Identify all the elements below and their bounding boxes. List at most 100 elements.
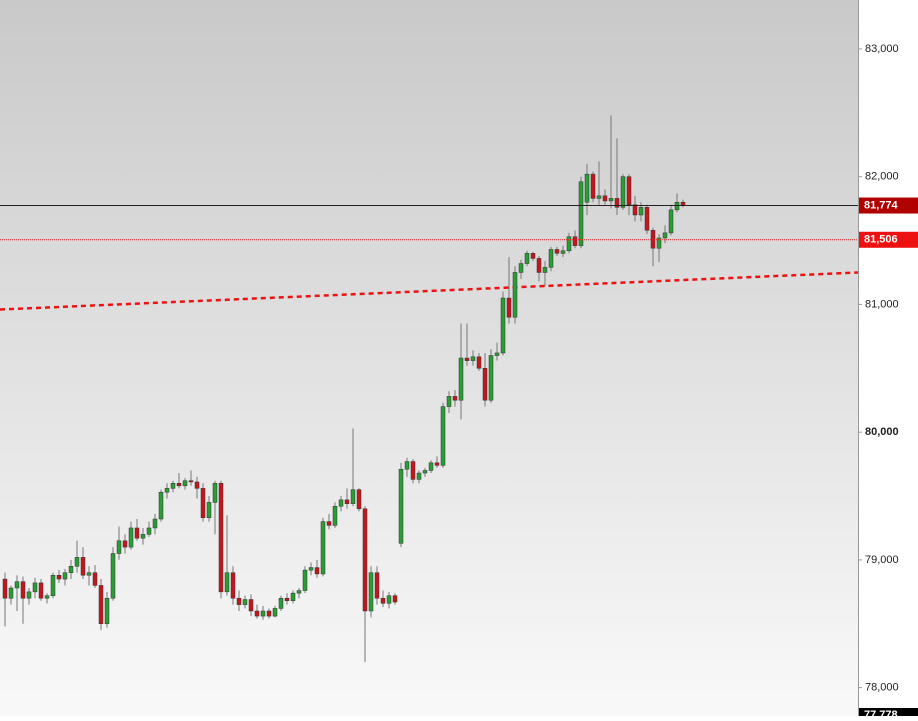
candle-body	[554, 249, 560, 254]
candle-body	[332, 505, 338, 526]
candle-body	[140, 534, 146, 539]
candle-body	[470, 356, 476, 361]
candle-body	[86, 572, 92, 576]
price-label-box	[859, 197, 918, 214]
candle-body	[188, 480, 194, 483]
candle-body	[38, 582, 44, 599]
bottom-label-box	[859, 708, 918, 716]
y-tick-label: 81,000	[865, 298, 899, 310]
candle-body	[608, 198, 614, 202]
candle-body	[182, 480, 188, 487]
price-label-box	[859, 231, 918, 248]
candle-body	[662, 232, 668, 239]
candle-body	[626, 176, 632, 206]
candle-body	[596, 195, 602, 199]
candle-body	[644, 207, 650, 231]
candle-body	[158, 491, 164, 520]
candle-body	[656, 237, 662, 249]
candle-body	[674, 201, 680, 211]
candle-body	[512, 272, 518, 318]
candle-body	[206, 502, 212, 518]
candle-body	[176, 483, 182, 487]
candle-body	[302, 569, 308, 591]
candle-body	[236, 597, 242, 605]
candle-body	[338, 499, 344, 507]
candle-body	[218, 483, 224, 593]
candle-body	[80, 557, 86, 576]
candle-body	[308, 567, 314, 571]
y-tick-label: 83,000	[865, 43, 899, 55]
candle-body	[434, 462, 440, 466]
candle-body	[26, 591, 32, 599]
candle-body	[446, 396, 452, 407]
candle-body	[530, 253, 536, 259]
candle-body	[50, 574, 56, 596]
candle-body	[98, 585, 104, 625]
candle-body	[650, 230, 656, 249]
candle-body	[284, 597, 290, 602]
price-label: 81,774	[864, 199, 899, 211]
candle-body	[542, 267, 548, 273]
candle-body	[494, 352, 500, 356]
candle-body	[524, 253, 530, 264]
candle-body	[452, 396, 458, 401]
candle-body	[278, 597, 284, 609]
candle-body	[404, 461, 410, 470]
candle-body	[116, 540, 122, 554]
candle-body	[632, 204, 638, 216]
candle-body	[68, 566, 74, 573]
candle-body	[620, 176, 626, 208]
candle-body	[122, 540, 128, 548]
candle-body	[266, 610, 272, 617]
candle-body	[152, 518, 158, 529]
candle-body	[464, 357, 470, 361]
candle-body	[602, 195, 608, 202]
candle-body	[422, 470, 428, 474]
candle-body	[212, 483, 218, 503]
candle-body	[344, 499, 350, 504]
candle-body	[362, 508, 368, 612]
candle-body	[8, 587, 14, 599]
candle-body	[506, 297, 512, 318]
candle-body	[248, 599, 254, 612]
candle-body	[518, 263, 524, 273]
candle-body	[230, 572, 236, 599]
candle-body	[638, 207, 644, 216]
candle-body	[560, 250, 566, 254]
candle-body	[488, 355, 494, 401]
candle-body	[314, 567, 320, 575]
candle-body	[224, 572, 230, 593]
candle-body	[254, 610, 260, 617]
candle-body	[476, 356, 482, 369]
candle-body	[350, 489, 356, 504]
candle-body	[260, 610, 266, 617]
candle-body	[410, 461, 416, 480]
candle-body	[20, 581, 26, 599]
candle-body	[92, 572, 98, 586]
candle-body	[572, 236, 578, 246]
candle-body	[194, 481, 200, 489]
candle-body	[386, 595, 392, 604]
candle-body	[56, 574, 62, 580]
candle-body	[2, 578, 8, 599]
candle-body	[290, 592, 296, 602]
candle-body	[590, 173, 596, 199]
y-tick-label: 82,000	[865, 171, 899, 183]
candle-body	[428, 462, 434, 471]
candle-body	[164, 488, 170, 493]
candle-body	[326, 521, 332, 526]
candle-body	[374, 572, 380, 599]
axis-area	[858, 0, 918, 716]
candle-body	[440, 406, 446, 466]
candle-body	[392, 595, 398, 603]
candle-body	[320, 521, 326, 575]
candle-body	[614, 198, 620, 208]
bottom-label: 77,778	[864, 709, 898, 716]
candle-body	[500, 297, 506, 354]
candle-body	[356, 489, 362, 510]
candle-body	[242, 599, 248, 605]
candle-body	[128, 527, 134, 548]
candle-body	[146, 527, 152, 535]
